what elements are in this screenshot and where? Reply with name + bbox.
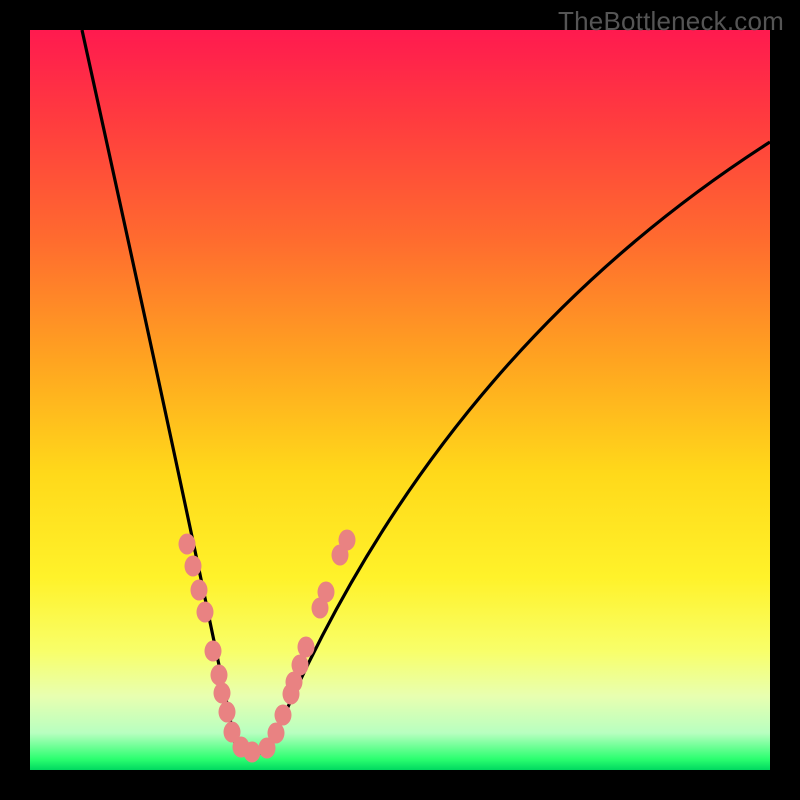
data-marker	[197, 602, 214, 623]
data-marker	[292, 655, 309, 676]
gradient-background	[30, 30, 770, 770]
data-marker	[211, 665, 228, 686]
chart-frame: TheBottleneck.com	[0, 0, 800, 800]
data-marker	[205, 641, 222, 662]
data-marker	[219, 702, 236, 723]
data-marker	[339, 530, 356, 551]
data-marker	[275, 705, 292, 726]
data-marker	[318, 582, 335, 603]
data-marker	[268, 723, 285, 744]
data-marker	[214, 683, 231, 704]
data-marker	[185, 556, 202, 577]
data-marker	[179, 534, 196, 555]
bottleneck-chart	[0, 0, 800, 800]
data-marker	[298, 637, 315, 658]
data-marker	[191, 580, 208, 601]
watermark-text: TheBottleneck.com	[558, 6, 784, 37]
data-marker	[244, 742, 261, 763]
